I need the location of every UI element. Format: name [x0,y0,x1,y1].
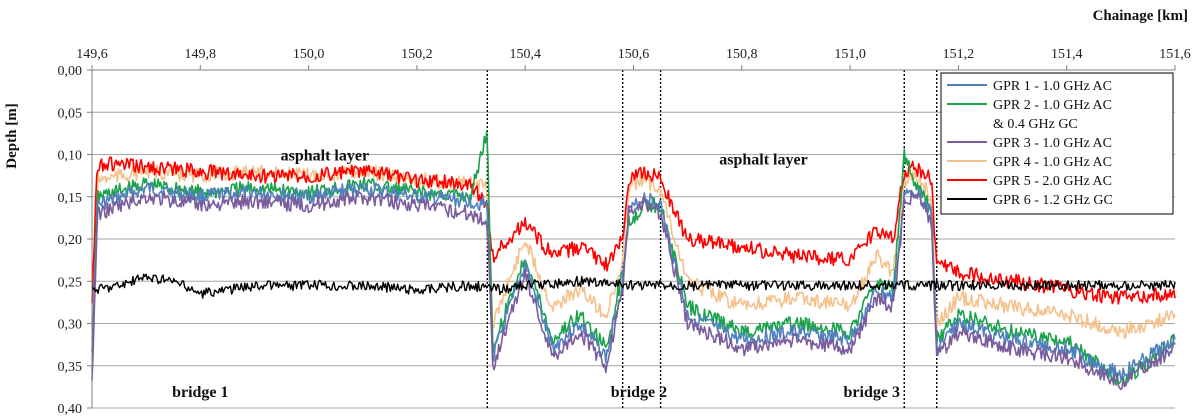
legend-box [940,72,1174,215]
y-tick-label: 0,05 [58,106,83,121]
legend-entry: GPR 5 - 2.0 GHz AC [993,174,1112,189]
y-tick-label: 0,20 [58,233,83,248]
legend-entry: & 0.4 GHz GC [993,117,1078,132]
annotation-label: bridge 2 [611,384,667,401]
x-axis-title: Chainage [km] [1093,8,1188,24]
y-tick-labels: 0,00 0,05 0,10 0,15 0,20 0,25 0,30 0,35 0,40 [58,64,83,417]
x-tick-label: 150,0 [293,47,325,62]
annotation-label: asphalt layer [719,152,807,169]
x-tick-label: 151,2 [943,47,975,62]
legend-entry: GPR 3 - 1.0 GHz AC [993,136,1112,151]
x-tick-label: 149,6 [76,47,108,62]
y-tick-label: 0,00 [58,64,83,79]
x-tick-labels: 149,6 149,8 150,0 150,2 150,4 150,6 150,8 151,0… [76,47,1191,62]
series-lines [91,130,1176,391]
x-tick-label: 151,0 [834,47,866,62]
x-tick-label: 150,6 [618,47,650,62]
x-tick-label: 151,6 [1159,47,1191,62]
y-tick-label: 0,15 [58,191,83,206]
axes [87,65,1176,409]
legend: GPR 1 - 1.0 GHz AC GPR 2 - 1.0 GHz AC & 0.… [940,72,1174,215]
x-tick-label: 150,8 [726,47,758,62]
y-tick-label: 0,40 [58,402,83,417]
x-tick-label: 150,4 [509,47,541,62]
legend-entry: GPR 2 - 1.0 GHz AC [993,98,1112,113]
annotations: asphalt layer asphalt layer bridge 1 bridge… [172,148,900,402]
annotation-label: bridge 3 [844,384,900,401]
series-line [91,189,1176,391]
y-tick-label: 0,25 [58,275,83,290]
y-tick-label: 0,35 [58,360,83,375]
legend-entry: GPR 1 - 1.0 GHz AC [993,79,1112,94]
series-line [91,156,1176,305]
y-axis-title: Depth [m] [4,103,20,168]
grid [92,111,1175,409]
x-tick-label: 150,2 [401,47,433,62]
x-tick-label: 151,4 [1051,47,1083,62]
annotation-label: asphalt layer [281,148,369,165]
annotation-label: bridge 1 [172,384,228,401]
x-tick-label: 149,8 [185,47,217,62]
series-line [91,130,1176,386]
legend-entry: GPR 4 - 1.0 GHz AC [993,155,1112,170]
y-tick-label: 0,30 [58,318,83,333]
legend-entry: GPR 6 - 1.2 GHz GC [993,193,1113,208]
series-line [91,181,1176,381]
y-tick-label: 0,10 [58,149,83,164]
series-line [91,273,1176,299]
